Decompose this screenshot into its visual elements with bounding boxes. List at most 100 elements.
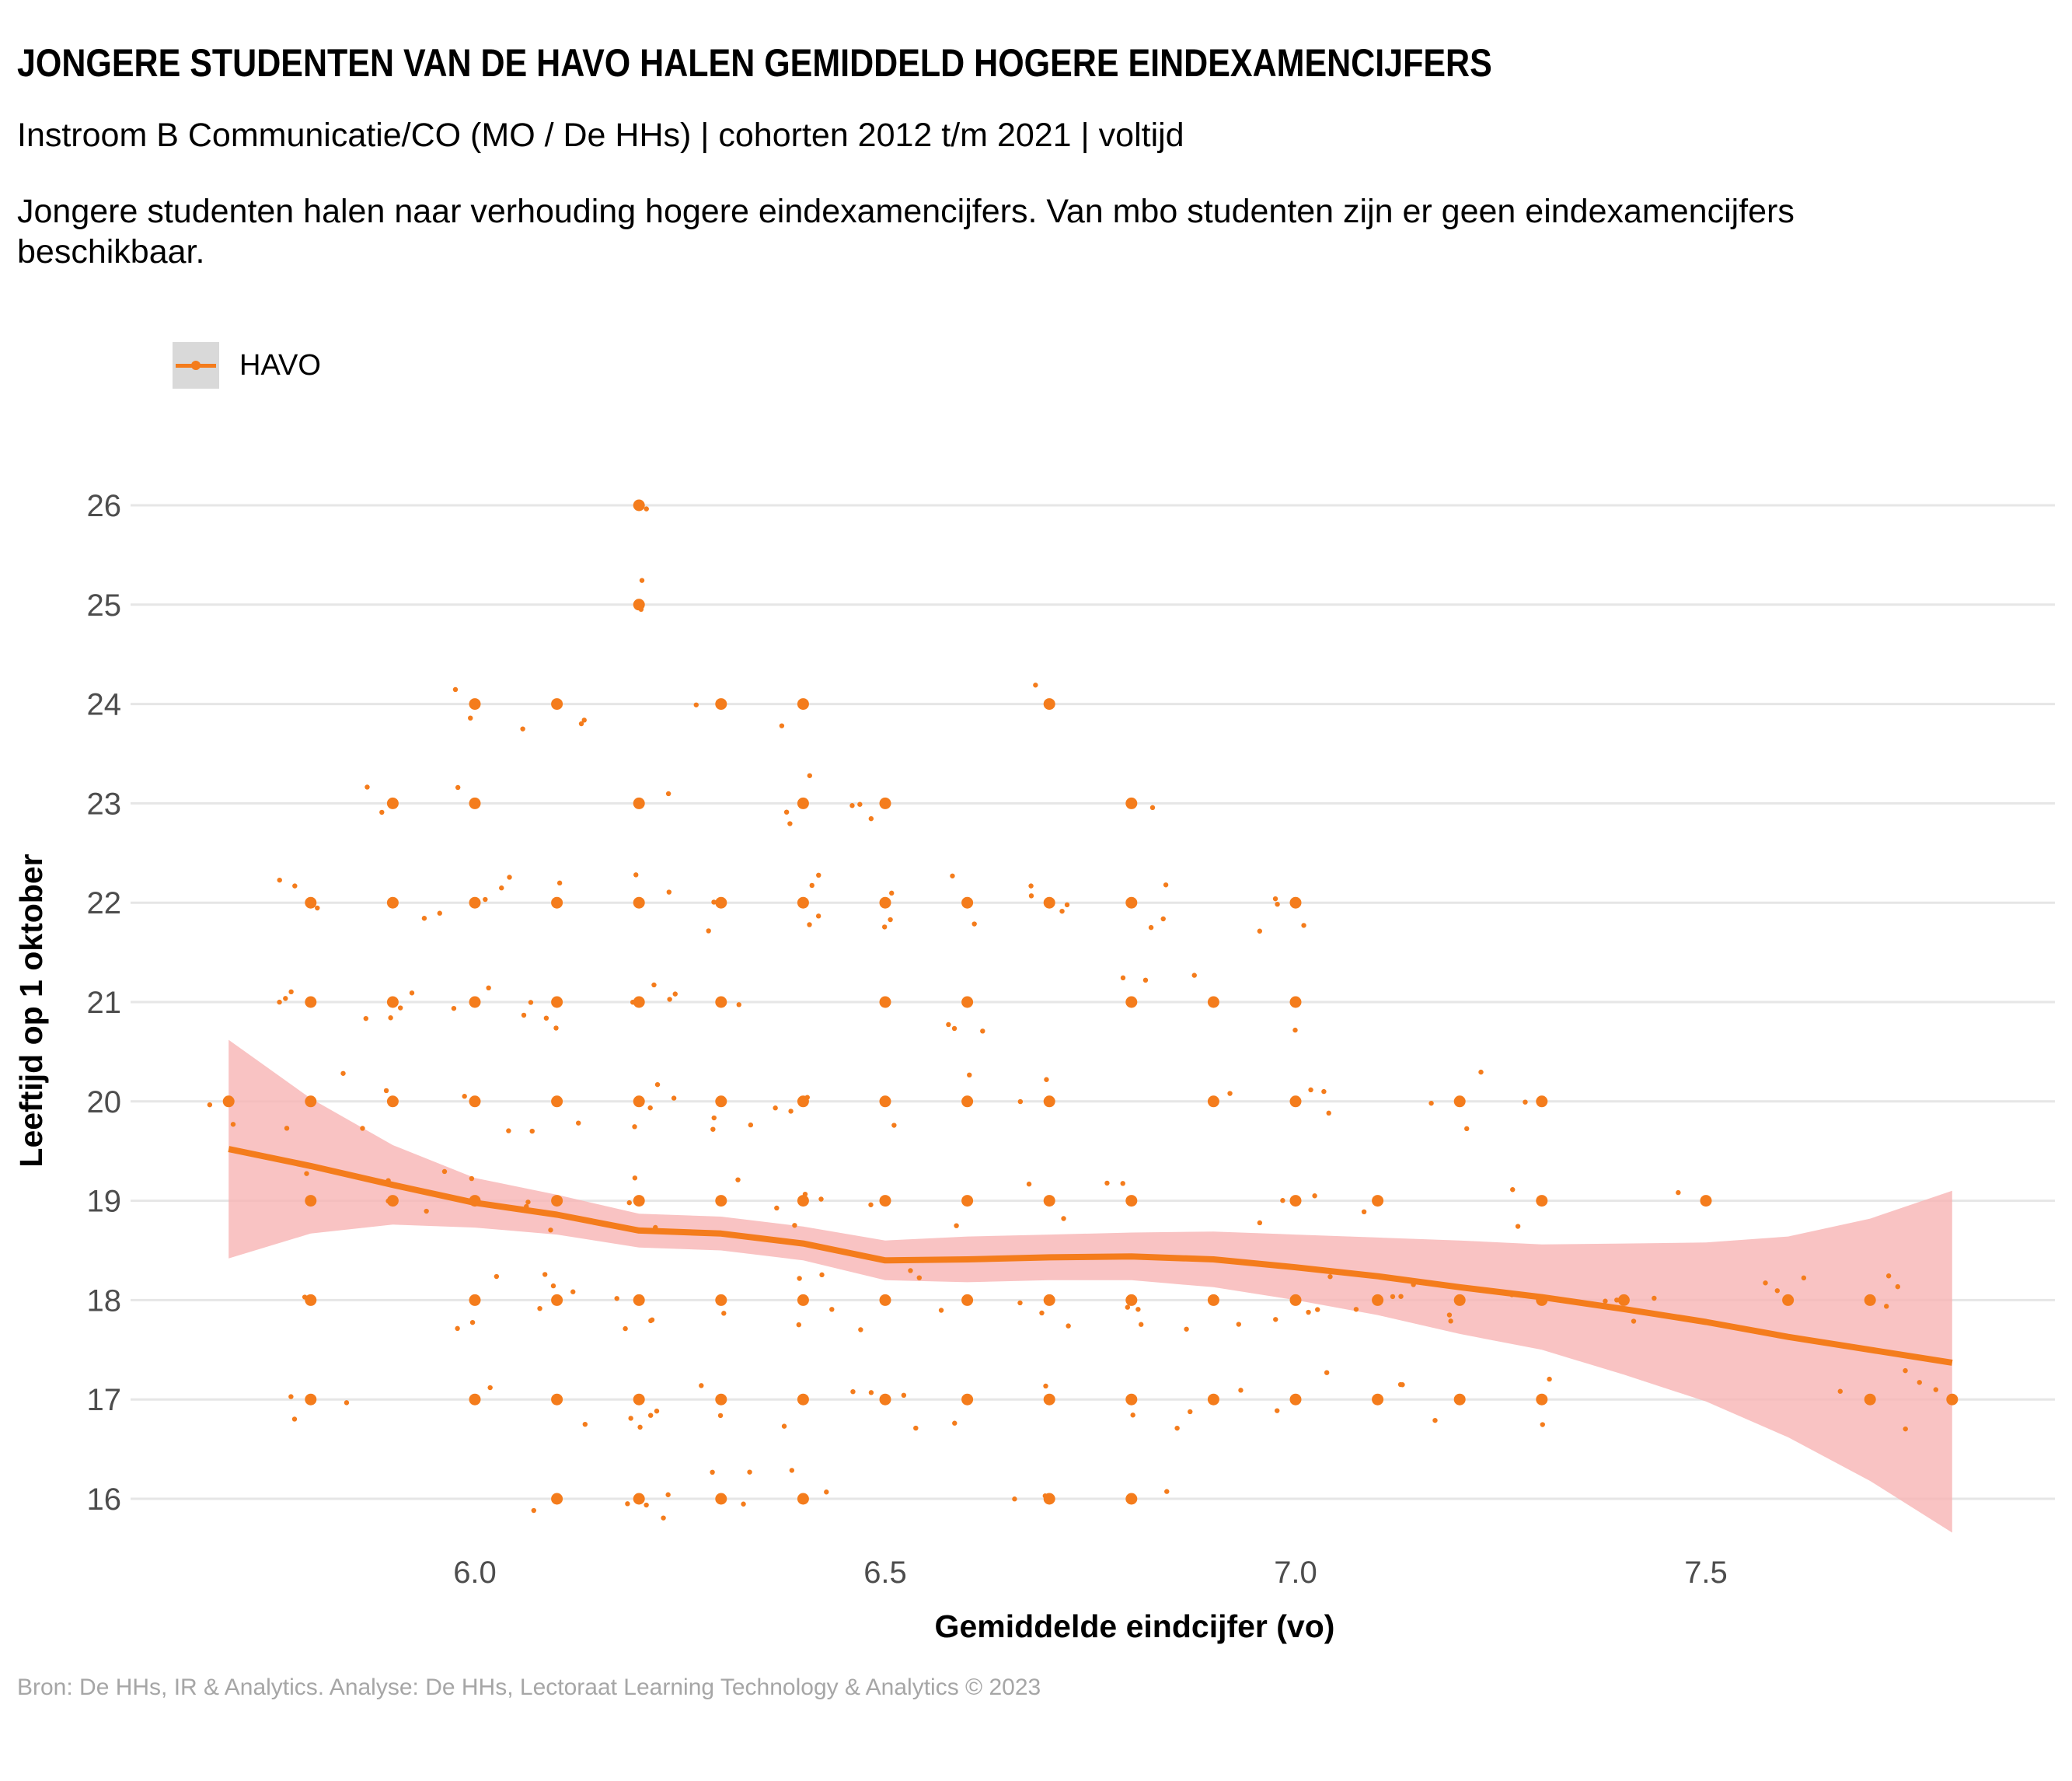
data-point-jitter: [388, 1015, 393, 1021]
data-point: [879, 1095, 891, 1108]
data-point-jitter: [792, 1223, 797, 1228]
y-tick-label-24: 24: [87, 688, 122, 722]
data-point: [633, 797, 645, 809]
data-point: [1207, 1393, 1219, 1406]
data-point: [551, 1294, 563, 1306]
data-point-jitter: [542, 1272, 548, 1277]
data-point: [1125, 1393, 1138, 1406]
data-point-jitter: [570, 1289, 576, 1294]
data-point-jitter: [1400, 1382, 1405, 1388]
data-point-jitter: [881, 1001, 887, 1007]
data-point-jitter: [1428, 1100, 1434, 1106]
data-point-jitter: [858, 1327, 863, 1332]
data-point-jitter: [455, 1325, 460, 1332]
data-point: [1782, 1294, 1795, 1306]
data-point: [1289, 896, 1302, 909]
data-point-jitter: [1028, 893, 1034, 899]
data-point-jitter: [363, 1015, 369, 1021]
data-point-jitter: [1236, 1322, 1242, 1327]
data-point: [1372, 1294, 1384, 1306]
data-point-jitter: [1066, 1323, 1071, 1329]
data-point-jitter: [397, 1005, 403, 1011]
data-point: [551, 698, 563, 711]
data-point-jitter: [520, 726, 525, 732]
data-point-jitter: [938, 1308, 944, 1313]
data-point: [797, 1393, 809, 1406]
data-point-jitter: [651, 982, 657, 988]
data-point-jitter: [951, 1025, 958, 1032]
data-point: [797, 896, 809, 909]
data-point-jitter: [1801, 1275, 1807, 1281]
data-point-jitter: [1448, 1318, 1453, 1324]
data-point: [1453, 1393, 1466, 1406]
data-point-jitter: [556, 880, 563, 886]
data-point: [1289, 996, 1302, 1008]
data-point-jitter: [1884, 1304, 1889, 1309]
data-point-jitter: [1191, 973, 1197, 978]
data-point-jitter: [971, 921, 977, 927]
data-point-jitter: [1837, 1388, 1843, 1394]
data-point: [715, 996, 727, 1008]
data-point-jitter: [576, 1120, 581, 1126]
data-point-jitter: [1324, 1370, 1330, 1375]
data-point-jitter: [819, 1272, 825, 1278]
data-point: [633, 1294, 645, 1306]
data-point-jitter: [292, 883, 298, 889]
data-point-jitter: [1275, 901, 1280, 907]
data-point-jitter: [379, 809, 385, 815]
data-point-jitter: [699, 1383, 704, 1388]
data-point-jitter: [647, 1105, 653, 1111]
data-point-jitter: [868, 1202, 874, 1207]
data-point-jitter: [630, 999, 636, 1005]
data-point-jitter: [881, 924, 888, 930]
data-point-jitter: [230, 1122, 236, 1127]
y-tick-label-17: 17: [87, 1383, 122, 1417]
data-point: [961, 1393, 974, 1406]
data-point-jitter: [654, 1408, 660, 1414]
data-point-jitter: [647, 1413, 654, 1418]
data-point: [797, 698, 809, 711]
data-point-jitter: [537, 1305, 542, 1311]
data-point-jitter: [1676, 1189, 1681, 1196]
data-point: [797, 1294, 809, 1306]
data-point: [1864, 1294, 1876, 1306]
data-point: [1536, 1393, 1548, 1406]
data-point-jitter: [288, 1394, 294, 1399]
data-point-jitter: [1885, 1273, 1892, 1279]
data-point: [715, 1294, 727, 1306]
data-point-jitter: [665, 1492, 671, 1497]
data-point-jitter: [741, 1501, 746, 1507]
legend-label-havo: HAVO: [239, 348, 321, 382]
data-point-jitter: [950, 873, 955, 878]
data-point-jitter: [789, 1468, 795, 1473]
data-point-jitter: [1017, 1300, 1023, 1306]
data-point-jitter: [553, 1025, 559, 1031]
data-point: [551, 896, 563, 909]
data-point-jitter: [891, 1123, 897, 1128]
data-point-jitter: [1012, 1496, 1017, 1502]
data-point: [469, 698, 481, 711]
data-point-jitter: [638, 606, 644, 613]
data-point: [961, 1195, 974, 1207]
data-point-jitter: [967, 1072, 972, 1078]
data-point: [1617, 1294, 1630, 1306]
data-point-jitter: [781, 1423, 787, 1429]
data-point-jitter: [1292, 1027, 1298, 1033]
data-point-jitter: [525, 1200, 531, 1205]
data-point: [305, 1095, 317, 1108]
data-point: [1125, 996, 1138, 1008]
data-point-jitter: [288, 989, 294, 995]
data-point-jitter: [952, 1420, 958, 1426]
data-point-jitter: [521, 1012, 527, 1018]
y-tick-label-18: 18: [87, 1283, 122, 1318]
data-point: [1289, 1195, 1302, 1207]
data-point-jitter: [1315, 1307, 1320, 1312]
data-point-jitter: [797, 1276, 802, 1281]
data-point-jitter: [1130, 1413, 1135, 1418]
data-point-jitter: [1104, 1180, 1110, 1186]
data-point: [879, 1195, 891, 1207]
data-point-jitter: [304, 1171, 309, 1176]
data-point: [1946, 1393, 1959, 1406]
data-point-jitter: [815, 913, 821, 919]
data-point: [305, 1195, 317, 1207]
